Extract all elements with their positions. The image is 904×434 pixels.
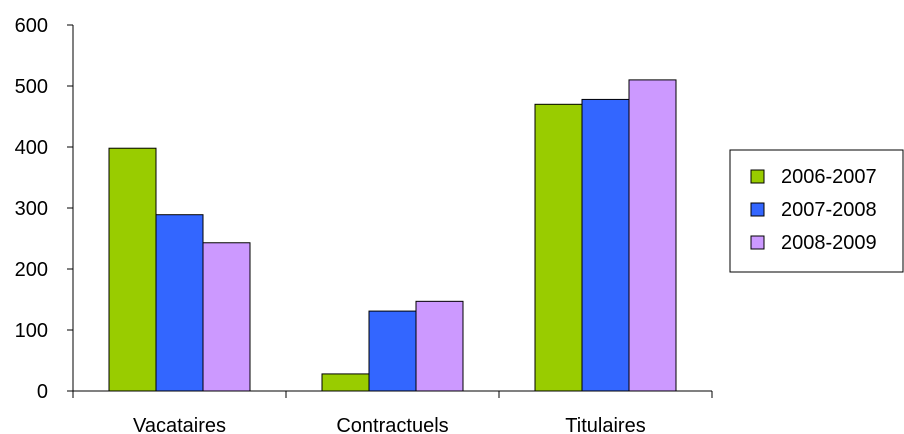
bars [108,79,677,392]
bar [581,98,630,392]
legend-swatch [750,169,765,184]
category-label: Vacataires [133,415,226,434]
legend-label: 2006-2007 [781,166,877,188]
legend: 2006-2007 2007-2008 2008-2009 [729,149,904,273]
y-tick-label: 200 [15,259,48,281]
bar [628,79,677,392]
y-tick-label: 300 [15,198,48,220]
bar [155,214,204,392]
bar [415,300,464,392]
bar [534,103,583,392]
bar [202,242,251,392]
bar [368,310,417,392]
legend-swatch [750,235,765,250]
bar [108,147,157,392]
legend-label: 2008-2009 [781,232,877,254]
y-tick-label: 0 [37,381,48,403]
bar [321,373,370,392]
legend-label: 2007-2008 [781,199,877,221]
y-tick-label: 400 [15,137,48,159]
y-tick-label: 500 [15,76,48,98]
x-axis: Vacataires Contractuels Titulaires [72,390,713,434]
y-axis: 0 100 200 300 400 500 600 [15,15,74,403]
legend-swatch [750,202,765,217]
y-tick-label: 100 [15,320,48,342]
category-label: Titulaires [565,415,645,434]
y-tick-label: 600 [15,15,48,37]
category-label: Contractuels [336,415,448,434]
